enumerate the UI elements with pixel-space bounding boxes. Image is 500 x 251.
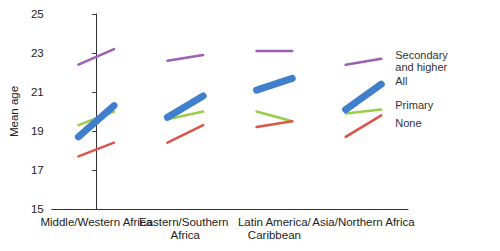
svg-text:21: 21: [31, 86, 44, 98]
svg-text:None: None: [395, 117, 421, 129]
svg-text:19: 19: [31, 125, 44, 137]
svg-text:Caribbean: Caribbean: [248, 229, 301, 241]
svg-text:25: 25: [31, 8, 44, 20]
svg-text:Asia/Northern Africa: Asia/Northern Africa: [312, 216, 415, 228]
svg-text:23: 23: [31, 47, 44, 59]
svg-text:Africa: Africa: [171, 229, 201, 241]
svg-text:17: 17: [31, 164, 44, 176]
svg-text:All: All: [395, 75, 407, 87]
svg-text:Eastern/Southern: Eastern/Southern: [139, 216, 232, 228]
svg-text:Primary: Primary: [395, 99, 433, 111]
svg-text:15: 15: [31, 203, 44, 215]
svg-text:Latin America/: Latin America/: [238, 216, 312, 228]
svg-text:Secondary: Secondary: [395, 49, 451, 61]
svg-text:Mean age: Mean age: [8, 86, 20, 137]
svg-text:and higher: and higher: [395, 61, 447, 73]
svg-text:Middle/Western Africa: Middle/Western Africa: [40, 216, 152, 228]
